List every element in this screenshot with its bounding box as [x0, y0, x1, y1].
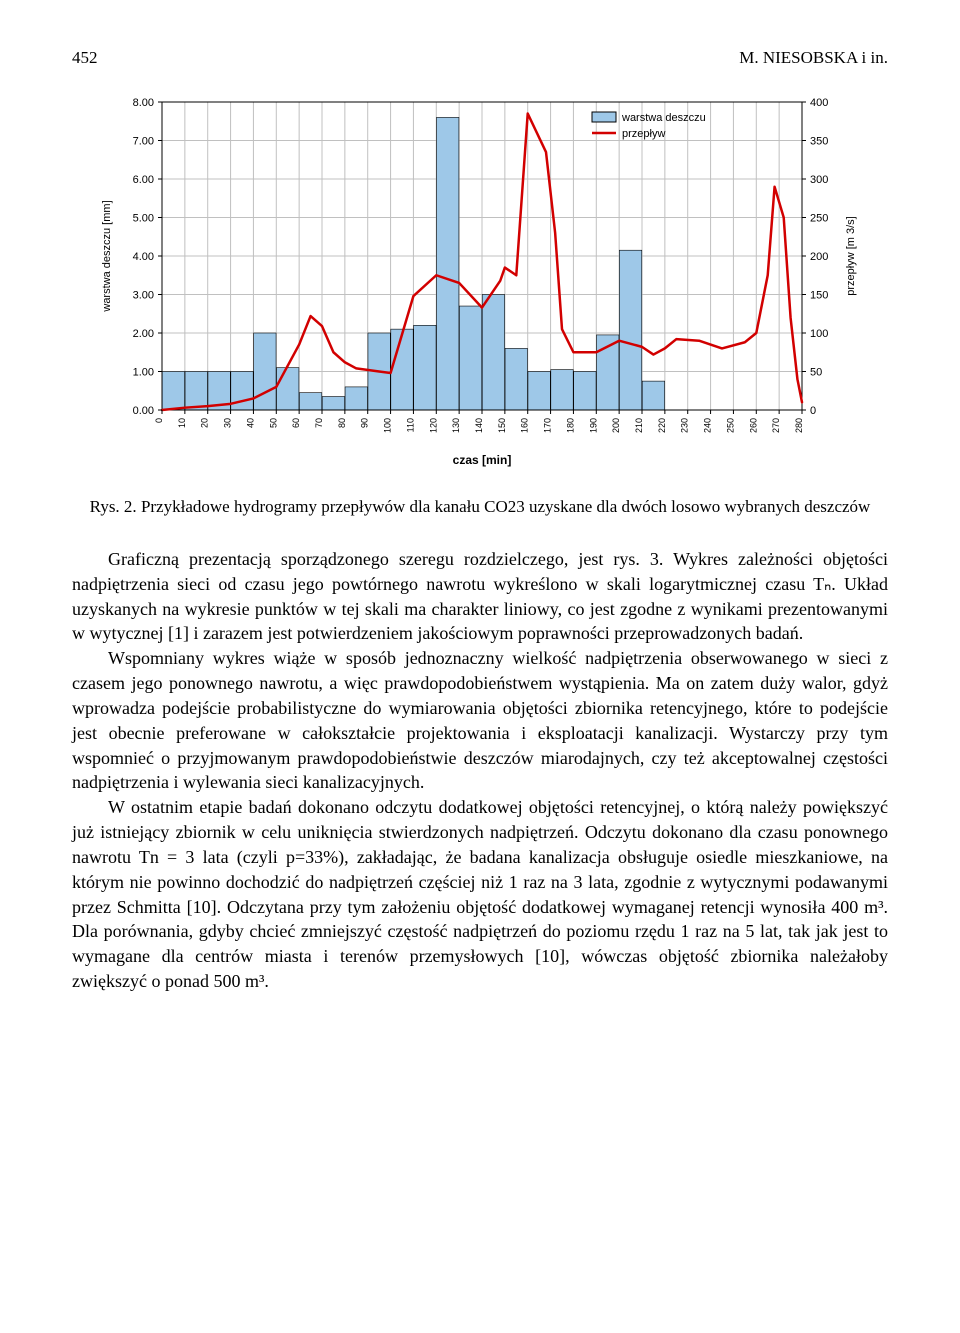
svg-text:50: 50: [810, 367, 822, 379]
svg-text:5.00: 5.00: [133, 213, 154, 225]
svg-text:170: 170: [543, 418, 553, 433]
svg-text:3.00: 3.00: [133, 290, 154, 302]
body-paragraph: Wspomniany wykres wiąże w sposób jednozn…: [72, 646, 888, 795]
svg-text:0: 0: [154, 418, 164, 423]
svg-text:110: 110: [405, 418, 415, 432]
svg-text:przepływ: przepływ: [622, 128, 665, 140]
svg-text:250: 250: [725, 418, 735, 433]
svg-text:warstwa deszczu: warstwa deszczu: [621, 112, 706, 124]
svg-text:250: 250: [810, 213, 828, 225]
body-text: Graficzną prezentacją sporządzonego szer…: [72, 547, 888, 994]
svg-text:1.00: 1.00: [133, 367, 154, 379]
svg-text:czas [min]: czas [min]: [453, 453, 512, 467]
svg-text:300: 300: [810, 174, 828, 186]
svg-text:70: 70: [314, 418, 324, 428]
svg-text:20: 20: [200, 418, 210, 428]
svg-text:2.00: 2.00: [133, 328, 154, 340]
svg-text:6.00: 6.00: [133, 174, 154, 186]
svg-text:180: 180: [565, 418, 575, 433]
svg-text:220: 220: [657, 418, 667, 433]
svg-text:280: 280: [794, 418, 804, 433]
svg-text:30: 30: [223, 418, 233, 428]
svg-text:10: 10: [177, 418, 187, 428]
svg-text:60: 60: [291, 418, 301, 428]
svg-text:0.00: 0.00: [133, 405, 154, 417]
svg-text:150: 150: [497, 418, 507, 433]
svg-text:120: 120: [428, 418, 438, 433]
svg-text:350: 350: [810, 136, 828, 148]
svg-text:50: 50: [268, 418, 278, 428]
figure-caption-text: Przykładowe hydrogramy przepływów dla ka…: [141, 497, 870, 516]
body-paragraph: Graficzną prezentacją sporządzonego szer…: [72, 547, 888, 646]
svg-text:150: 150: [810, 290, 828, 302]
svg-text:4.00: 4.00: [133, 251, 154, 263]
svg-text:270: 270: [771, 418, 781, 433]
svg-text:200: 200: [810, 251, 828, 263]
svg-text:przepływ [m 3/s]: przepływ [m 3/s]: [845, 216, 857, 295]
svg-text:260: 260: [748, 418, 758, 433]
hydrogram-chart: 0.00 1.00 2.00 3.00 4.00 5.00 6.00 7.00 8.00 0 50 1…: [90, 92, 870, 472]
svg-text:130: 130: [451, 418, 461, 433]
svg-text:200: 200: [611, 418, 621, 433]
svg-text:210: 210: [634, 418, 644, 433]
svg-text:140: 140: [474, 418, 484, 433]
figure-caption: Rys. 2. Przykładowe hydrogramy przepływó…: [72, 496, 888, 519]
svg-text:90: 90: [360, 418, 370, 428]
svg-text:100: 100: [810, 328, 828, 340]
svg-text:190: 190: [588, 418, 598, 433]
svg-text:240: 240: [703, 418, 713, 433]
svg-text:40: 40: [245, 418, 255, 428]
svg-text:warstwa deszczu [mm]: warstwa deszczu [mm]: [101, 200, 113, 312]
svg-text:400: 400: [810, 97, 828, 109]
figure-caption-label: Rys. 2.: [90, 497, 137, 516]
svg-text:7.00: 7.00: [133, 136, 154, 148]
running-header: 452 M. NIESOBSKA i in.: [72, 48, 888, 68]
page-number: 452: [72, 48, 98, 68]
svg-text:230: 230: [680, 418, 690, 433]
svg-text:8.00: 8.00: [133, 97, 154, 109]
svg-text:160: 160: [520, 418, 530, 433]
svg-text:100: 100: [383, 418, 393, 433]
svg-text:80: 80: [337, 418, 347, 428]
running-title: M. NIESOBSKA i in.: [739, 48, 888, 68]
svg-text:0: 0: [810, 405, 816, 417]
body-paragraph: W ostatnim etapie badań dokonano odczytu…: [72, 795, 888, 994]
